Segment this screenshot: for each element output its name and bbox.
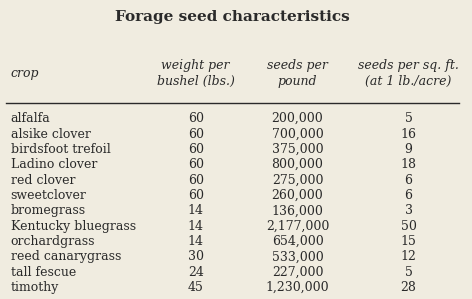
Text: 14: 14 — [188, 204, 204, 217]
Text: 60: 60 — [188, 112, 204, 125]
Text: 200,000: 200,000 — [271, 112, 323, 125]
Text: 275,000: 275,000 — [272, 174, 323, 187]
Text: alfalfa: alfalfa — [11, 112, 51, 125]
Text: 45: 45 — [188, 281, 203, 294]
Text: orchardgrass: orchardgrass — [11, 235, 95, 248]
Text: 6: 6 — [405, 174, 413, 187]
Text: 700,000: 700,000 — [271, 128, 323, 141]
Text: 6: 6 — [405, 189, 413, 202]
Text: 15: 15 — [401, 235, 416, 248]
Text: weight per
bushel (lbs.): weight per bushel (lbs.) — [157, 59, 235, 88]
Text: 18: 18 — [401, 158, 417, 171]
Text: 5: 5 — [405, 112, 413, 125]
Text: birdsfoot trefoil: birdsfoot trefoil — [11, 143, 110, 156]
Text: 24: 24 — [188, 266, 203, 279]
Text: Forage seed characteristics: Forage seed characteristics — [115, 10, 350, 24]
Text: red clover: red clover — [11, 174, 75, 187]
Text: crop: crop — [11, 67, 39, 80]
Text: alsike clover: alsike clover — [11, 128, 91, 141]
Text: 28: 28 — [401, 281, 416, 294]
Text: 227,000: 227,000 — [272, 266, 323, 279]
Text: seeds per
pound: seeds per pound — [267, 59, 328, 88]
Text: 60: 60 — [188, 158, 204, 171]
Text: 16: 16 — [401, 128, 417, 141]
Text: reed canarygrass: reed canarygrass — [11, 251, 121, 263]
Text: 14: 14 — [188, 235, 204, 248]
Text: 1,230,000: 1,230,000 — [266, 281, 329, 294]
Text: Ladino clover: Ladino clover — [11, 158, 97, 171]
Text: 60: 60 — [188, 174, 204, 187]
Text: 3: 3 — [405, 204, 413, 217]
Text: 30: 30 — [188, 251, 204, 263]
Text: 800,000: 800,000 — [271, 158, 323, 171]
Text: Kentucky bluegrass: Kentucky bluegrass — [11, 220, 136, 233]
Text: 14: 14 — [188, 220, 204, 233]
Text: sweetclover: sweetclover — [11, 189, 86, 202]
Text: 533,000: 533,000 — [271, 251, 323, 263]
Text: 60: 60 — [188, 143, 204, 156]
Text: 654,000: 654,000 — [271, 235, 323, 248]
Text: 2,177,000: 2,177,000 — [266, 220, 329, 233]
Text: 375,000: 375,000 — [272, 143, 323, 156]
Text: 5: 5 — [405, 266, 413, 279]
Text: timothy: timothy — [11, 281, 59, 294]
Text: bromegrass: bromegrass — [11, 204, 86, 217]
Text: 136,000: 136,000 — [271, 204, 323, 217]
Text: 12: 12 — [401, 251, 416, 263]
Text: 9: 9 — [405, 143, 413, 156]
Text: seeds per sq. ft.
(at 1 lb./acre): seeds per sq. ft. (at 1 lb./acre) — [358, 59, 459, 88]
Text: 50: 50 — [401, 220, 416, 233]
Text: tall fescue: tall fescue — [11, 266, 76, 279]
Text: 60: 60 — [188, 189, 204, 202]
Text: 260,000: 260,000 — [271, 189, 323, 202]
Text: 60: 60 — [188, 128, 204, 141]
